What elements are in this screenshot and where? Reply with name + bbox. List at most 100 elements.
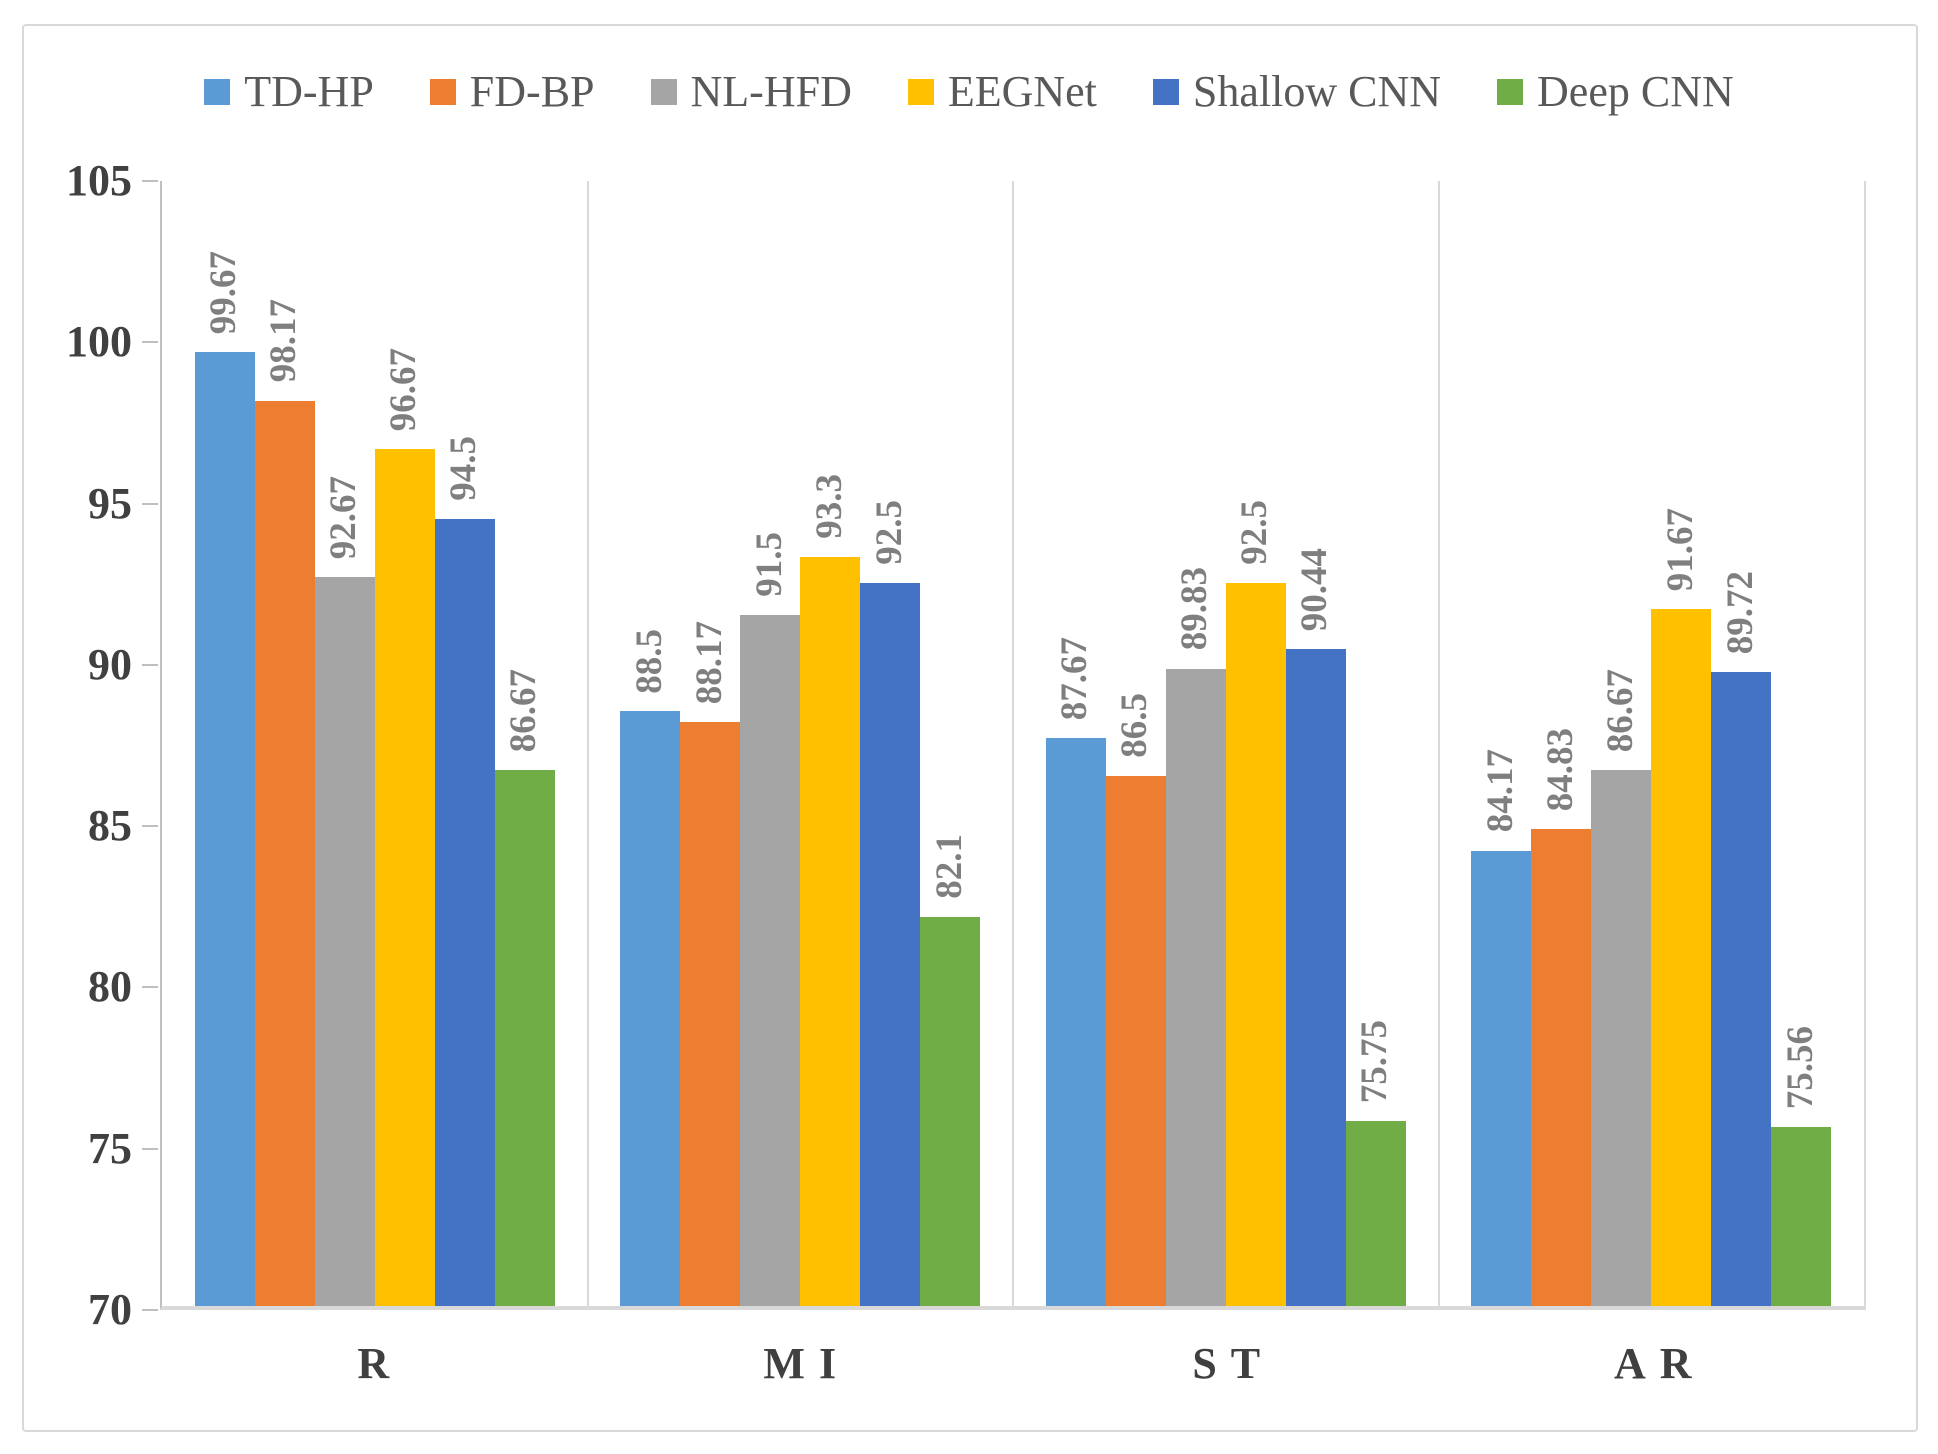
y-tick-mark — [142, 663, 158, 666]
bar-td-hp-st — [1045, 738, 1106, 1306]
bar-group-ar: 84.17 84.83 86.67 91.67 89.72 75.56 — [1439, 181, 1865, 1306]
plot-area: 99.67 98.17 92.67 96.67 94.5 86.67 88.5 88.17 91… — [160, 181, 1866, 1310]
bar-eegnet-st — [1225, 582, 1286, 1306]
bar-value-label: 87.67 — [1054, 636, 1096, 721]
bar-slot: 92.5 — [1225, 181, 1286, 1306]
bar-slot: 91.5 — [740, 181, 801, 1306]
y-tick-mark — [142, 1309, 158, 1311]
legend-swatch-icon — [907, 78, 934, 105]
bar-value-label: 82.1 — [928, 834, 970, 900]
category-separator-line — [1437, 181, 1440, 1306]
bar-nl-hfd-st — [1165, 668, 1226, 1306]
y-tick-mark — [142, 825, 158, 828]
bar-slot: 84.83 — [1531, 181, 1592, 1306]
bar-slot: 92.67 — [314, 181, 375, 1306]
legend-swatch-icon — [1497, 78, 1524, 105]
bar-value-label: 90.44 — [1294, 547, 1336, 631]
bar-slot: 90.44 — [1285, 181, 1346, 1306]
legend-swatch-icon — [204, 78, 231, 105]
legend-swatch-icon — [1152, 78, 1179, 105]
bar-fd-bp-st — [1105, 775, 1166, 1306]
y-tick-label: 70 — [88, 1285, 132, 1334]
bar-slot: 92.5 — [860, 181, 921, 1306]
bar-slot: 87.67 — [1045, 181, 1106, 1306]
bar-deep-cnn-ar — [1771, 1127, 1832, 1306]
legend-swatch-icon — [429, 78, 456, 105]
bar-value-label: 84.83 — [1539, 728, 1581, 812]
legend-label: TD-HP — [244, 67, 374, 116]
bar-value-label: 89.72 — [1719, 570, 1761, 655]
bar-slot: 84.17 — [1471, 181, 1532, 1306]
bar-value-label: 86.67 — [503, 668, 545, 753]
bar-eegnet-mi — [800, 557, 861, 1306]
bar-fd-bp-mi — [680, 721, 741, 1306]
bar-slot: 91.67 — [1651, 181, 1712, 1306]
bar-value-label: 84.17 — [1479, 749, 1521, 833]
bar-fd-bp-r — [254, 400, 315, 1306]
bar-slot: 98.17 — [254, 181, 315, 1306]
bar-value-label: 75.75 — [1354, 1019, 1396, 1104]
bar-nl-hfd-ar — [1591, 770, 1652, 1306]
bar-slot: 89.72 — [1711, 181, 1772, 1306]
legend-item-eegnet: EEGNet — [907, 66, 1097, 117]
bar-td-hp-ar — [1471, 850, 1532, 1306]
bar-shallow-cnn-ar — [1711, 672, 1772, 1306]
bar-value-label: 89.83 — [1174, 567, 1216, 651]
bar-group-st: 87.67 86.5 89.83 92.5 90.44 75.75 — [1013, 181, 1439, 1306]
bar-value-label: 92.67 — [323, 476, 365, 560]
bar-group-mi: 88.5 88.17 91.5 93.3 92.5 82.1 — [588, 181, 1014, 1306]
bar-fd-bp-ar — [1531, 829, 1592, 1306]
x-category-label-ar: AR — [1613, 1339, 1706, 1388]
bar-value-label: 91.5 — [748, 532, 790, 597]
bar-slot: 88.17 — [680, 181, 741, 1306]
bar-shallow-cnn-mi — [860, 582, 921, 1306]
y-tick-mark — [142, 180, 158, 182]
bar-deep-cnn-mi — [920, 917, 981, 1306]
bar-slot: 99.67 — [194, 181, 255, 1306]
bar-value-label: 98.17 — [263, 299, 305, 383]
bar-value-label: 75.56 — [1779, 1026, 1821, 1110]
bar-eegnet-ar — [1651, 609, 1712, 1306]
bar-deep-cnn-r — [494, 770, 555, 1306]
bar-shallow-cnn-r — [434, 518, 495, 1306]
bar-slot: 82.1 — [920, 181, 981, 1306]
bar-slot: 86.67 — [1591, 181, 1652, 1306]
bar-value-label: 88.5 — [628, 628, 670, 694]
bar-nl-hfd-r — [314, 577, 375, 1306]
y-tick-mark — [142, 1147, 158, 1150]
bar-nl-hfd-mi — [740, 614, 801, 1306]
bar-eegnet-r — [374, 448, 435, 1306]
bar-slot: 96.67 — [374, 181, 435, 1306]
bar-value-label: 86.67 — [1599, 668, 1641, 753]
x-category-label-r: R — [357, 1339, 404, 1388]
bar-value-label: 96.67 — [383, 347, 425, 431]
bar-value-label: 99.67 — [203, 251, 245, 335]
legend-item-shallow-cnn: Shallow CNN — [1152, 66, 1441, 117]
bar-slot: 86.67 — [494, 181, 555, 1306]
y-tick-label: 90 — [88, 639, 132, 689]
y-tick-mark — [142, 502, 158, 505]
y-tick-label: 95 — [88, 478, 132, 528]
bar-value-label: 92.5 — [1234, 500, 1276, 565]
bar-deep-cnn-st — [1345, 1121, 1406, 1306]
bar-slot: 93.3 — [800, 181, 861, 1306]
legend-item-fd-bp: FD-BP — [429, 66, 595, 117]
y-tick-mark — [142, 341, 158, 344]
bar-value-label: 93.3 — [808, 474, 850, 540]
y-tick-label: 100 — [66, 317, 132, 367]
legend-label: FD-BP — [469, 67, 595, 116]
bar-groups: 99.67 98.17 92.67 96.67 94.5 86.67 88.5 88.17 91… — [162, 181, 1864, 1306]
bar-value-label: 91.67 — [1659, 508, 1701, 592]
y-tick-label: 80 — [88, 962, 132, 1012]
legend-label: Deep CNN — [1537, 67, 1734, 116]
bar-value-label: 94.5 — [443, 435, 485, 501]
legend: TD-HP FD-BP NL-HFD EEGNet Shallow CNN Deep CN… — [0, 66, 1938, 117]
bar-value-label: 86.5 — [1114, 692, 1156, 758]
x-category-label-st: ST — [1192, 1339, 1275, 1388]
legend-item-deep-cnn: Deep CNN — [1497, 66, 1734, 117]
bar-slot: 86.5 — [1105, 181, 1166, 1306]
bar-value-label: 92.5 — [868, 500, 910, 565]
bar-td-hp-r — [194, 352, 255, 1306]
bar-slot: 89.83 — [1165, 181, 1226, 1306]
category-separator-line — [1012, 181, 1014, 1306]
